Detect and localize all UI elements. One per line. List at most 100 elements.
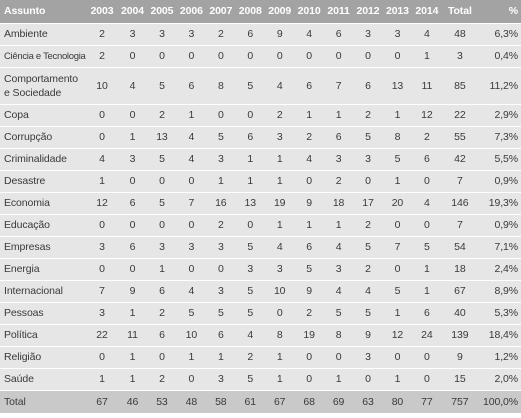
year-count-cell: 0 — [188, 175, 195, 187]
year-count-cell: 8 — [394, 131, 401, 143]
year-count-cell: 6 — [247, 28, 254, 40]
year-count-cell: 17 — [362, 197, 374, 209]
year-count-cell: 58 — [215, 395, 227, 408]
table-row: Ciência e Tecnologia 2 0 0 0 0 0 0 0 0 0 0 1 3 0,4% — [0, 45, 521, 67]
year-count-cell: 53 — [156, 395, 168, 408]
year-count-cell: 1 — [306, 109, 312, 121]
total-cell: 22 — [454, 109, 466, 121]
year-count-cell: 5 — [394, 285, 401, 297]
year-count-cell: 2 — [99, 28, 105, 40]
year-count-cell: 4 — [306, 153, 312, 165]
year-count-cell: 12 — [96, 197, 108, 209]
year-count-cell: 0 — [217, 109, 224, 121]
column-header: 2010 — [297, 5, 321, 18]
year-count-cell: 69 — [332, 395, 345, 408]
year-count-cell: 1 — [188, 351, 195, 363]
year-count-cell: 2 — [335, 175, 342, 187]
total-cell: 3 — [456, 50, 463, 62]
percent-cell: 8,9% — [494, 285, 518, 297]
year-count-cell: 3 — [159, 28, 165, 40]
year-count-cell: 3 — [188, 28, 195, 40]
year-count-cell: 5 — [424, 241, 430, 253]
year-count-cell: 0 — [247, 109, 254, 121]
year-count-cell: 1 — [394, 307, 401, 319]
year-count-cell: 3 — [159, 241, 165, 253]
year-count-cell: 5 — [247, 373, 254, 385]
total-cell: 9 — [456, 351, 463, 363]
column-header: 2013 — [385, 5, 409, 18]
year-count-cell: 3 — [217, 153, 224, 165]
year-count-cell: 2 — [306, 307, 312, 319]
year-count-cell: 0 — [99, 351, 105, 363]
year-count-cell: 0 — [129, 263, 136, 275]
year-count-cell: 0 — [99, 109, 105, 121]
year-count-cell: 5 — [335, 307, 342, 319]
year-count-cell: 0 — [159, 175, 165, 187]
year-count-cell: 3 — [276, 263, 283, 275]
table-row: Pessoas 3 1 2 5 5 5 0 2 5 5 1 6 40 5,3% — [0, 302, 521, 324]
column-header: 2014 — [415, 5, 439, 18]
year-count-cell: 3 — [217, 373, 224, 385]
year-count-cell: 0 — [129, 50, 136, 62]
year-count-cell: 1 — [99, 175, 105, 187]
year-count-cell: 0 — [394, 50, 401, 62]
year-count-cell: 1 — [276, 153, 283, 165]
year-count-cell: 3 — [247, 263, 254, 275]
year-count-cell: 1 — [247, 175, 254, 187]
year-count-cell: 6 — [335, 28, 342, 40]
year-count-cell: 4 — [247, 329, 254, 341]
year-count-cell: 1 — [276, 351, 283, 363]
year-count-cell: 5 — [247, 79, 254, 92]
year-count-cell: 1 — [129, 131, 136, 143]
column-header-assunto: Assunto — [4, 5, 46, 18]
year-count-cell: 0 — [99, 131, 105, 143]
total-cell: 54 — [454, 241, 466, 253]
table-row: Política 22 11 6 10 6 4 8 19 8 9 12 24 139 18,4% — [0, 324, 521, 346]
year-count-cell: 6 — [129, 197, 136, 209]
table-row: Criminalidade 4 3 5 4 3 1 1 4 3 3 5 6 42 5,5% — [0, 148, 521, 170]
year-count-cell: 11 — [421, 79, 433, 92]
year-count-cell: 16 — [215, 197, 227, 209]
year-count-cell: 20 — [391, 197, 404, 209]
year-count-cell: 1 — [129, 351, 136, 363]
column-header: 2007 — [209, 5, 233, 18]
table-row: Economia 12 6 5 7 16 13 19 9 18 17 20 4 146 19,3% — [0, 192, 521, 214]
year-count-cell: 5 — [217, 307, 224, 319]
percent-cell: 2,4% — [494, 263, 518, 275]
table-row: Educação 0 0 0 0 2 0 1 1 1 2 0 0 7 0,9% — [0, 214, 521, 236]
year-count-cell: 0 — [335, 351, 342, 363]
year-count-cell: 5 — [365, 241, 371, 253]
year-count-cell: 2 — [276, 109, 283, 121]
percent-cell: 5,5% — [494, 153, 518, 165]
year-count-cell: 0 — [394, 219, 401, 231]
year-count-cell: 13 — [244, 197, 257, 209]
year-count-cell: 1 — [129, 373, 136, 385]
row-label: Internacional — [4, 285, 63, 297]
total-row: Total 67 46 53 48 58 61 67 68 69 63 80 77 757 100,0% — [0, 390, 521, 413]
year-count-cell: 3 — [99, 241, 105, 253]
year-count-cell: 67 — [273, 395, 286, 408]
table-row: Religião 0 1 0 1 1 2 1 0 0 3 0 0 9 1,2% — [0, 346, 521, 368]
year-count-cell: 1 — [335, 109, 342, 121]
year-count-cell: 61 — [244, 395, 257, 408]
year-count-cell: 5 — [365, 307, 371, 319]
year-count-cell: 1 — [276, 219, 283, 231]
year-count-cell: 10 — [185, 329, 198, 341]
total-cell: 18 — [454, 263, 466, 275]
column-header: 2006 — [179, 5, 203, 18]
percent-cell: 18,4% — [488, 329, 518, 341]
year-count-cell: 2 — [159, 307, 165, 319]
percent-cell: 1,2% — [494, 351, 518, 363]
row-label: Economia — [4, 197, 50, 209]
row-label: Criminalidade — [4, 153, 67, 165]
year-count-cell: 6 — [159, 329, 165, 341]
percent-cell: 7,1% — [494, 241, 518, 253]
year-count-cell: 3 — [129, 28, 136, 40]
year-count-cell: 4 — [188, 153, 195, 165]
row-label: Saúde — [4, 373, 34, 385]
column-header: 2012 — [356, 5, 380, 18]
year-count-cell: 3 — [99, 307, 105, 319]
year-count-cell: 4 — [306, 28, 312, 40]
year-count-cell: 22 — [96, 329, 108, 341]
